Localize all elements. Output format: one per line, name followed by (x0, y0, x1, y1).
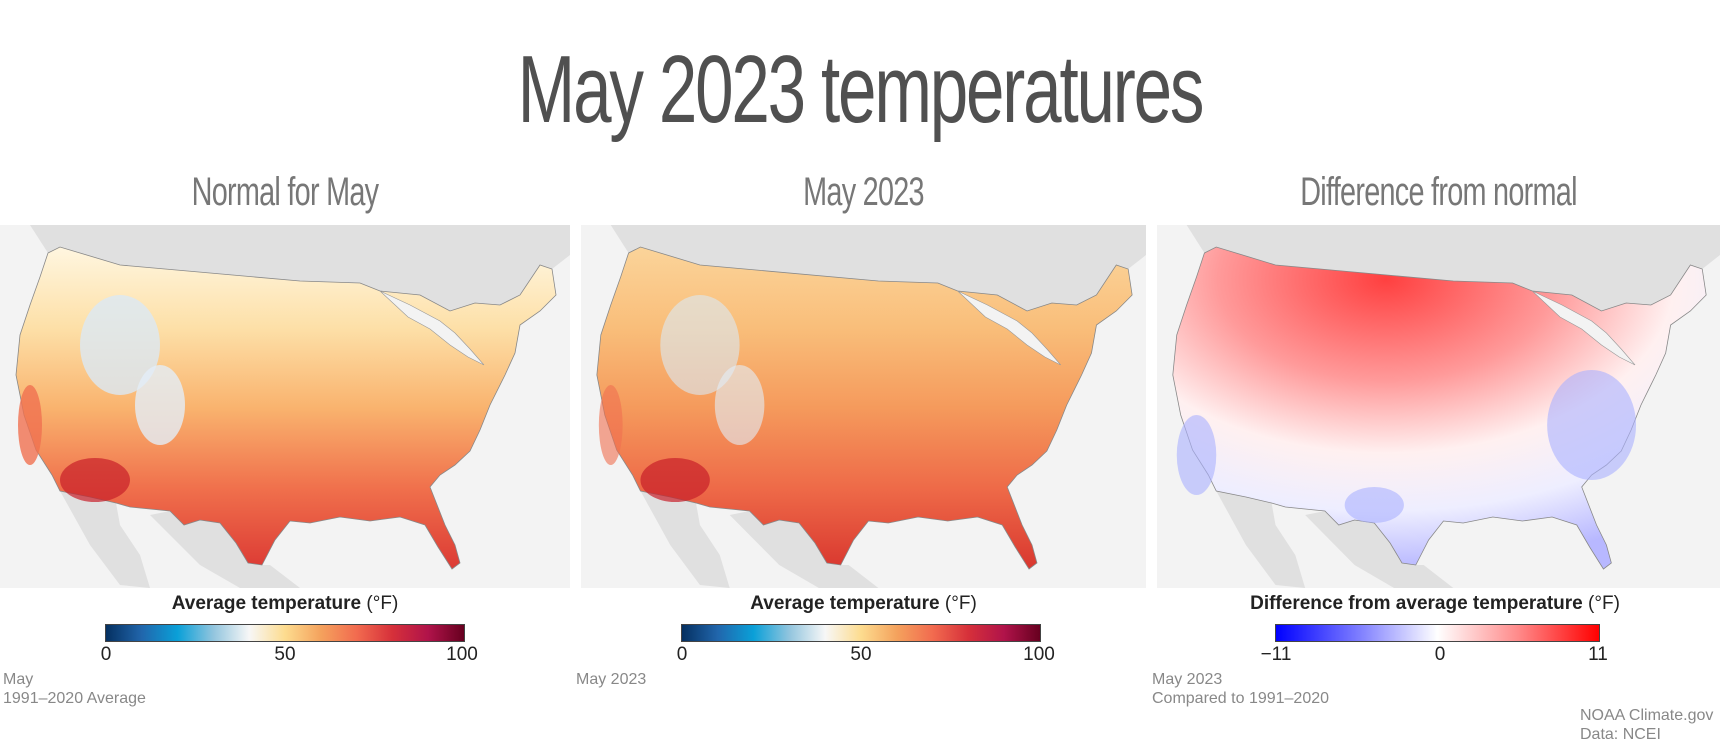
panel-title-normal: Normal for May (191, 170, 379, 214)
legend-unit: (°F) (1588, 593, 1620, 614)
tick-label: 0 (676, 644, 688, 665)
great-lakes (379, 290, 485, 366)
below-normal-region (1547, 370, 1637, 480)
tick-label: 50 (274, 644, 296, 665)
tick-label: 100 (446, 644, 478, 665)
mexico-landmass (1216, 491, 1454, 588)
temperature-region (598, 385, 623, 465)
great-lakes (957, 290, 1061, 366)
credits: NOAA Climate.gov Data: NCEI (1580, 706, 1713, 744)
note-normal: May 1991–2020 Average (3, 670, 146, 708)
tick-label: 0 (1434, 644, 1446, 665)
colorbar-difference (1275, 624, 1600, 642)
note-line: May (3, 671, 34, 688)
canada-landmass (581, 225, 1146, 311)
credit-line: Data: NCEI (1580, 726, 1661, 743)
map-normal-svg (0, 225, 570, 588)
tick-label: −11 (1260, 644, 1292, 665)
legend-title-difference: Difference from average temperature (°F) (1150, 593, 1720, 615)
tick-label: 50 (850, 644, 872, 665)
legend-unit: (°F) (944, 593, 977, 614)
legend-title-text: Average temperature (750, 593, 940, 614)
note-line: 1991–2020 Average (3, 690, 146, 707)
map-difference-svg (1157, 225, 1720, 588)
great-lakes (1532, 290, 1636, 366)
main-title: May 2023 temperatures (517, 36, 1205, 143)
colorbar-may-2023 (681, 624, 1041, 642)
map-may-2023 (581, 225, 1146, 588)
temperature-region (80, 295, 160, 395)
temperature-region (135, 365, 185, 445)
temperature-region (714, 365, 765, 445)
mexico-landmass (640, 491, 879, 588)
map-may-2023-svg (581, 225, 1146, 588)
legend-unit: (°F) (366, 593, 399, 614)
canada-landmass (1157, 225, 1720, 311)
temperature-region (660, 295, 740, 395)
legend-title-text: Difference from average temperature (1250, 593, 1583, 614)
mexico-landmass (60, 491, 300, 588)
note-difference: May 2023 Compared to 1991–2020 (1152, 670, 1329, 708)
map-difference (1157, 225, 1720, 588)
note-line: May 2023 (1152, 671, 1223, 688)
panel-title-may-2023: May 2023 (803, 170, 924, 214)
desert-southwest-hot-region (60, 458, 130, 502)
panel-title-difference: Difference from normal (1300, 170, 1577, 214)
legend-title-normal: Average temperature (°F) (0, 593, 570, 615)
desert-southwest-hot-region (640, 458, 710, 502)
us-temperature-field (1172, 246, 1707, 570)
note-line: May 2023 (576, 671, 647, 688)
note-may-2023: May 2023 (576, 670, 646, 689)
legend-title-text: Average temperature (171, 593, 362, 614)
tick-label: 100 (1023, 644, 1055, 665)
colorbar-normal (105, 624, 465, 642)
temperature-region (18, 385, 42, 465)
tick-label: 0 (100, 644, 112, 665)
credit-line: NOAA Climate.gov (1580, 707, 1714, 724)
map-normal (0, 225, 570, 588)
tick-label: 11 (1588, 644, 1608, 665)
below-normal-region (1176, 415, 1217, 495)
legend-title-may-2023: Average temperature (°F) (581, 593, 1146, 615)
below-normal-region (1344, 487, 1404, 523)
note-line: Compared to 1991–2020 (1152, 690, 1330, 707)
canada-landmass (0, 225, 570, 311)
